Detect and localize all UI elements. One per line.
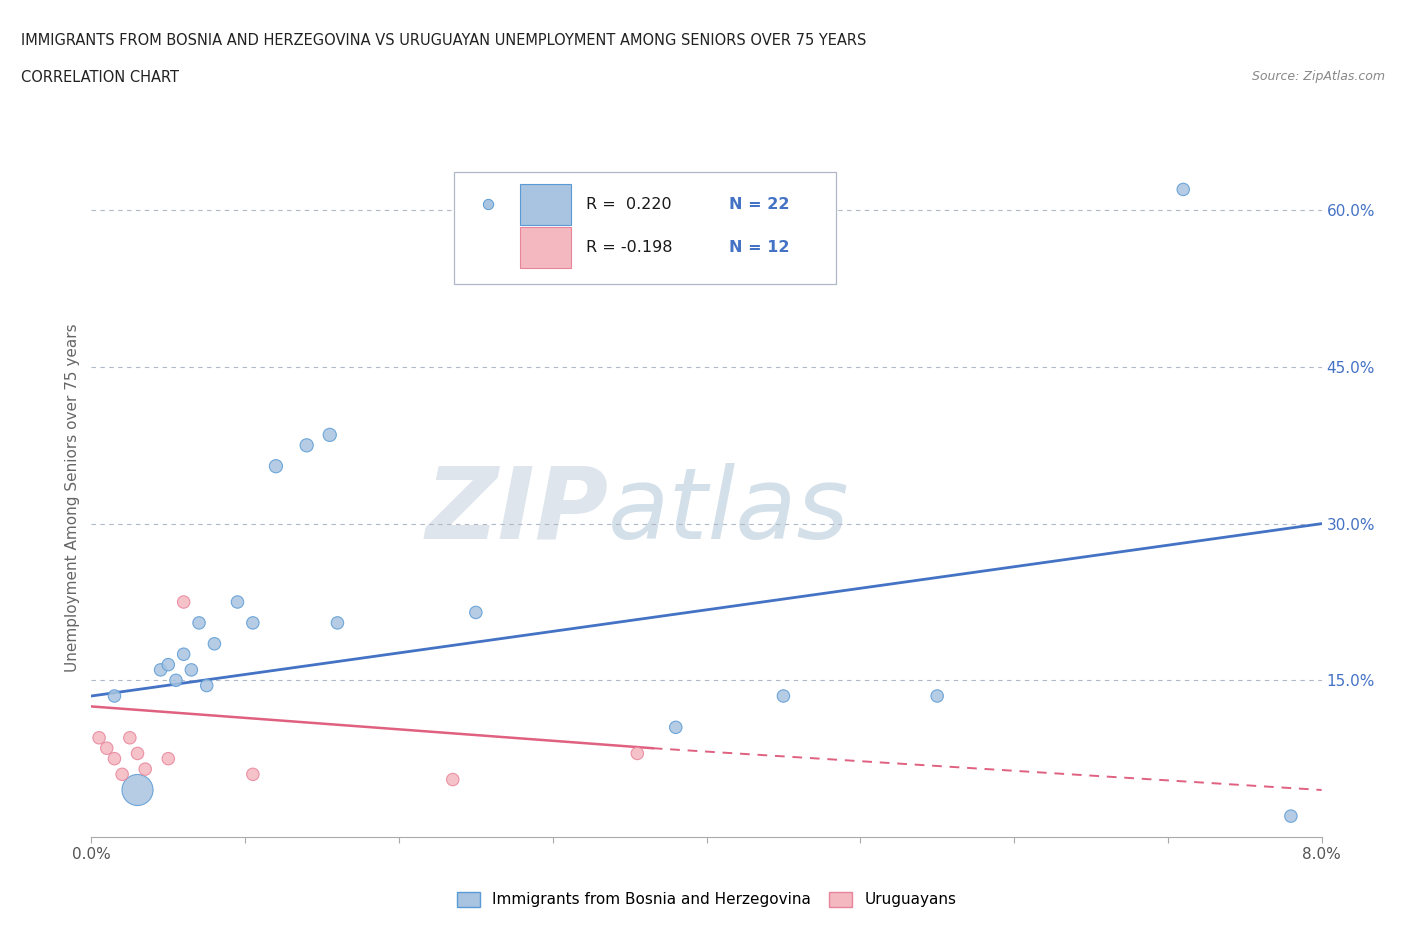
Point <box>626 746 648 761</box>
Point <box>242 767 264 782</box>
Point <box>127 782 149 797</box>
Point <box>242 616 264 631</box>
Text: ZIP: ZIP <box>425 462 607 560</box>
Point <box>464 605 486 620</box>
Text: CORRELATION CHART: CORRELATION CHART <box>21 70 179 85</box>
Point <box>927 688 949 703</box>
Text: Source: ZipAtlas.com: Source: ZipAtlas.com <box>1251 70 1385 83</box>
Y-axis label: Unemployment Among Seniors over 75 years: Unemployment Among Seniors over 75 years <box>65 324 80 671</box>
Text: R =  0.220: R = 0.220 <box>586 197 672 212</box>
Point <box>441 772 464 787</box>
Point <box>87 730 110 745</box>
Text: N = 12: N = 12 <box>728 240 789 255</box>
Text: IMMIGRANTS FROM BOSNIA AND HERZEGOVINA VS URUGUAYAN UNEMPLOYMENT AMONG SENIORS O: IMMIGRANTS FROM BOSNIA AND HERZEGOVINA V… <box>21 33 866 47</box>
Point <box>149 662 172 677</box>
FancyBboxPatch shape <box>520 227 571 268</box>
Point <box>319 428 342 443</box>
Point <box>173 646 195 661</box>
Point <box>127 746 149 761</box>
Point <box>118 730 141 745</box>
Point <box>226 594 249 609</box>
Point <box>134 762 156 777</box>
Point <box>264 458 287 473</box>
Point <box>96 741 118 756</box>
Point <box>180 662 202 677</box>
Point <box>195 678 218 693</box>
Point <box>665 720 688 735</box>
Text: atlas: atlas <box>607 462 849 560</box>
FancyBboxPatch shape <box>520 184 571 225</box>
Point <box>295 438 318 453</box>
Point <box>1173 182 1195 197</box>
Point <box>326 616 349 631</box>
Point <box>129 820 152 835</box>
Point <box>103 751 125 766</box>
Legend: Immigrants from Bosnia and Herzegovina, Uruguayans: Immigrants from Bosnia and Herzegovina, … <box>457 892 956 908</box>
Text: N = 22: N = 22 <box>728 197 789 212</box>
Point <box>188 616 211 631</box>
Point <box>165 673 187 688</box>
Point <box>157 658 180 672</box>
Text: R = -0.198: R = -0.198 <box>586 240 672 255</box>
Point <box>173 594 195 609</box>
Point <box>157 751 180 766</box>
Point <box>111 767 134 782</box>
FancyBboxPatch shape <box>454 172 835 284</box>
Point <box>772 688 794 703</box>
Point <box>103 688 125 703</box>
Point <box>1279 809 1302 824</box>
Point <box>202 636 225 651</box>
